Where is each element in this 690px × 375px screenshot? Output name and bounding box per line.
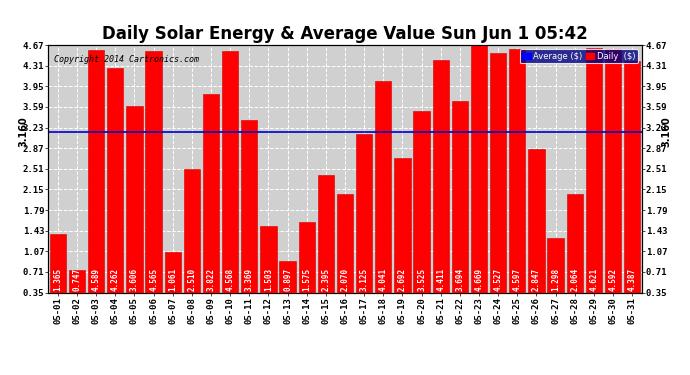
Bar [317,176,334,312]
Text: 2.064: 2.064 [570,268,579,291]
Bar [375,81,391,312]
Bar [222,51,238,312]
Bar [586,48,602,312]
Text: 4.387: 4.387 [628,268,637,291]
Text: 4.565: 4.565 [149,268,158,291]
Text: 3.606: 3.606 [130,268,139,291]
Bar [547,238,564,312]
Text: 0.747: 0.747 [72,268,81,291]
Bar [605,50,621,312]
Text: 3.125: 3.125 [359,268,368,291]
Text: 2.070: 2.070 [340,268,350,291]
Bar [184,169,200,312]
Text: 4.041: 4.041 [379,268,388,291]
Bar [299,222,315,312]
Text: 4.411: 4.411 [436,268,445,291]
Bar [50,234,66,312]
Text: 4.262: 4.262 [111,268,120,291]
Bar [356,134,373,312]
Text: 1.575: 1.575 [302,268,311,291]
Text: 3.369: 3.369 [245,268,254,291]
Text: 4.669: 4.669 [475,268,484,291]
Text: 2.847: 2.847 [532,268,541,291]
Bar [88,50,104,312]
Text: 4.527: 4.527 [493,268,502,291]
Text: 1.298: 1.298 [551,268,560,291]
Text: 1.503: 1.503 [264,268,273,291]
Bar [566,194,583,312]
Text: 3.694: 3.694 [455,268,464,291]
Text: 4.568: 4.568 [226,268,235,291]
Text: Copyright 2014 Cartronics.com: Copyright 2014 Cartronics.com [55,55,199,64]
Bar [394,158,411,312]
Text: 2.692: 2.692 [398,268,407,291]
Bar [433,60,449,312]
Text: 3.525: 3.525 [417,268,426,291]
Bar [241,120,257,312]
Text: 1.061: 1.061 [168,268,177,291]
Bar [146,51,161,312]
Text: 4.597: 4.597 [513,268,522,291]
Bar [203,94,219,312]
Bar [107,68,124,312]
Title: Daily Solar Energy & Average Value Sun Jun 1 05:42: Daily Solar Energy & Average Value Sun J… [102,26,588,44]
Text: 0.897: 0.897 [283,268,292,291]
Text: 4.589: 4.589 [92,268,101,291]
Bar [126,106,143,312]
Bar [452,101,468,312]
Text: 1.365: 1.365 [53,268,62,291]
Bar [471,45,487,312]
Bar [69,270,85,312]
Bar [624,61,640,312]
Text: 4.592: 4.592 [609,268,618,291]
Bar [509,49,525,312]
Bar [260,226,277,312]
Legend: Average ($), Daily  ($): Average ($), Daily ($) [520,49,638,63]
Text: 4.621: 4.621 [589,268,598,291]
Text: 3.822: 3.822 [206,268,215,291]
Bar [413,111,430,312]
Text: 3.160: 3.160 [19,116,28,147]
Bar [279,261,296,312]
Bar [529,150,544,312]
Text: 2.395: 2.395 [322,268,331,291]
Text: 2.510: 2.510 [188,268,197,291]
Text: 3.160: 3.160 [662,116,671,147]
Bar [165,252,181,312]
Bar [490,53,506,312]
Bar [337,194,353,312]
